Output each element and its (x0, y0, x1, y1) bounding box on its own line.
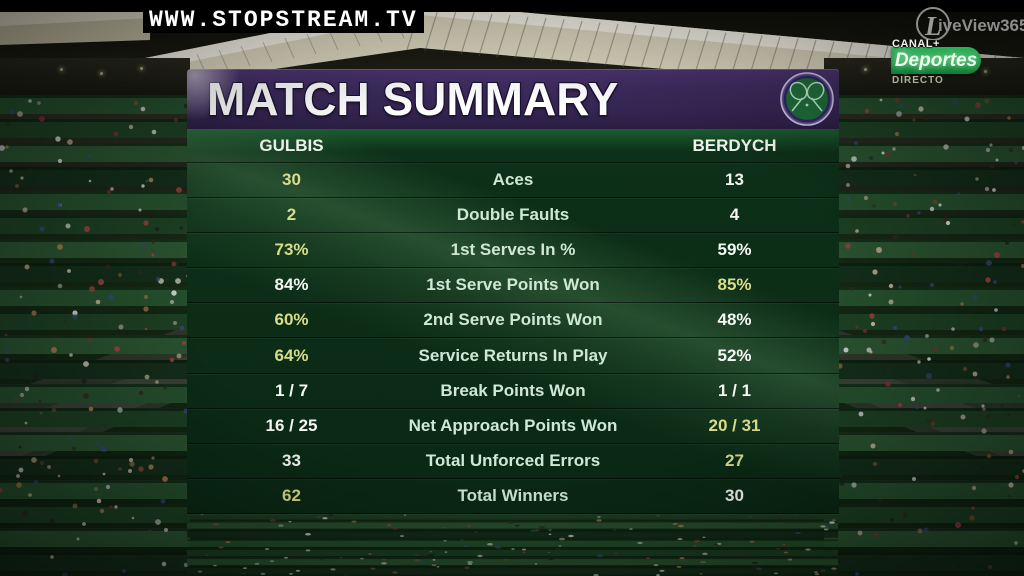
svg-text:iveView365: iveView365 (938, 16, 1024, 35)
